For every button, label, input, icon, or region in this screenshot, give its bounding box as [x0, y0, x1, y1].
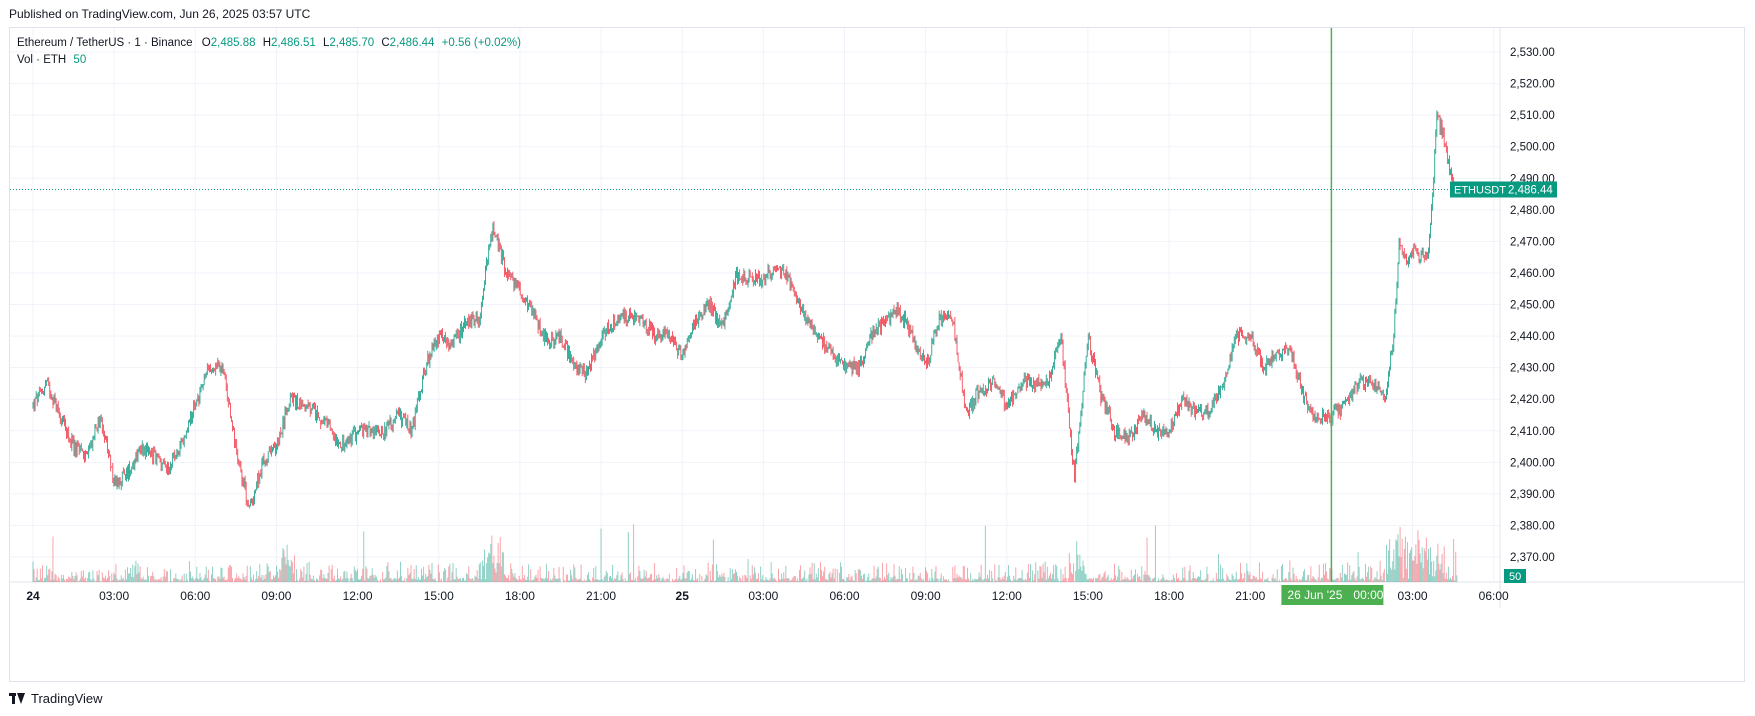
time-axis-label: 24 — [26, 589, 40, 603]
chart-frame — [9, 27, 1745, 682]
volume-bars — [32, 524, 1458, 582]
symbol-badge-label: ETHUSDT — [1454, 184, 1506, 196]
price-axis-label: 2,410.00 — [1510, 426, 1555, 438]
volume-label[interactable]: Vol · ETH — [17, 54, 67, 66]
time-axis-label: 21:00 — [586, 589, 616, 603]
tradingview-logo-icon — [9, 693, 26, 704]
price-axis-label: 2,400.00 — [1510, 457, 1555, 469]
symbol-description[interactable]: Ethereum / TetherUS · 1 · Binance — [17, 37, 193, 49]
time-axis-label: 06:00 — [829, 589, 859, 603]
price-axis-label: 2,520.00 — [1510, 79, 1555, 91]
crosshair-time-label: 00:00 — [1353, 588, 1383, 602]
high-label: H — [262, 37, 272, 49]
crosshair-date-label: 26 Jun '25 — [1287, 588, 1342, 602]
volume-value: 50 — [73, 54, 87, 66]
brand-name: TradingView — [31, 691, 103, 706]
candles — [32, 110, 1458, 509]
last-price-badge — [1450, 181, 1557, 198]
time-axis-label: 06:00 — [180, 589, 210, 603]
price-axis-label: 2,420.00 — [1510, 394, 1555, 406]
price-axis-label: 2,450.00 — [1510, 300, 1555, 312]
price-axis-label: 2,470.00 — [1510, 236, 1555, 248]
grid — [10, 28, 1500, 582]
time-axis-label: 15:00 — [424, 589, 454, 603]
time-axis-label: 12:00 — [343, 589, 373, 603]
open-value: 2,485.88 — [210, 37, 256, 49]
time-axis-label: 18:00 — [1154, 589, 1184, 603]
volume-row: Vol · ETH 50 — [17, 52, 521, 69]
time-axis-label: 06:00 — [1479, 589, 1509, 603]
price-axis-label: 2,430.00 — [1510, 363, 1555, 375]
low-label: L — [322, 37, 330, 49]
time-axis-label: 03:00 — [748, 589, 778, 603]
price-badge-label: 2,486.44 — [1508, 184, 1553, 196]
close-value: 2,486.44 — [389, 37, 435, 49]
price-axis-label: 2,530.00 — [1510, 47, 1555, 59]
time-axis-label: 12:00 — [992, 589, 1022, 603]
time-axis-label: 09:00 — [261, 589, 291, 603]
price-badge — [1504, 181, 1557, 198]
price-axis-label: 2,370.00 — [1510, 552, 1555, 564]
price-axis-label: 2,380.00 — [1510, 520, 1555, 532]
chart-legend: Ethereum / TetherUS · 1 · Binance O2,485… — [17, 35, 521, 69]
time-axis-label: 18:00 — [505, 589, 535, 603]
price-axis-label: 2,480.00 — [1510, 205, 1555, 217]
price-axis-label: 2,460.00 — [1510, 268, 1555, 280]
volume-badge-label: 50 — [1509, 571, 1521, 583]
time-axis-label: 25 — [676, 589, 690, 603]
low-value: 2,485.70 — [329, 37, 375, 49]
high-value: 2,486.51 — [271, 37, 316, 49]
time-axis-label: 03:00 — [1398, 589, 1428, 603]
crosshair-time-badge-bg — [1281, 585, 1384, 605]
time-axis-label: 09:00 — [911, 589, 941, 603]
published-note: Published on TradingView.com, Jun 26, 20… — [9, 7, 311, 21]
change-value: +0.56 (+0.02%) — [441, 37, 521, 49]
symbol-badge — [1450, 181, 1504, 198]
price-axis-label: 2,510.00 — [1510, 110, 1555, 122]
volume-badge — [1504, 569, 1526, 583]
price-axis-label: 2,390.00 — [1510, 489, 1555, 501]
time-axis-label: 21:00 — [1235, 589, 1265, 603]
tradingview-brand[interactable]: TradingView — [9, 691, 103, 706]
time-axis-label: 15:00 — [1073, 589, 1103, 603]
crosshair-time-badge — [1281, 585, 1384, 605]
close-label: C — [381, 37, 390, 49]
open-label: O — [201, 37, 211, 49]
price-axis-label: 2,440.00 — [1510, 331, 1555, 343]
ohlc-row: Ethereum / TetherUS · 1 · Binance O2,485… — [17, 35, 521, 52]
price-axis-label: 2,500.00 — [1510, 142, 1555, 154]
time-axis-label: 03:00 — [99, 589, 129, 603]
